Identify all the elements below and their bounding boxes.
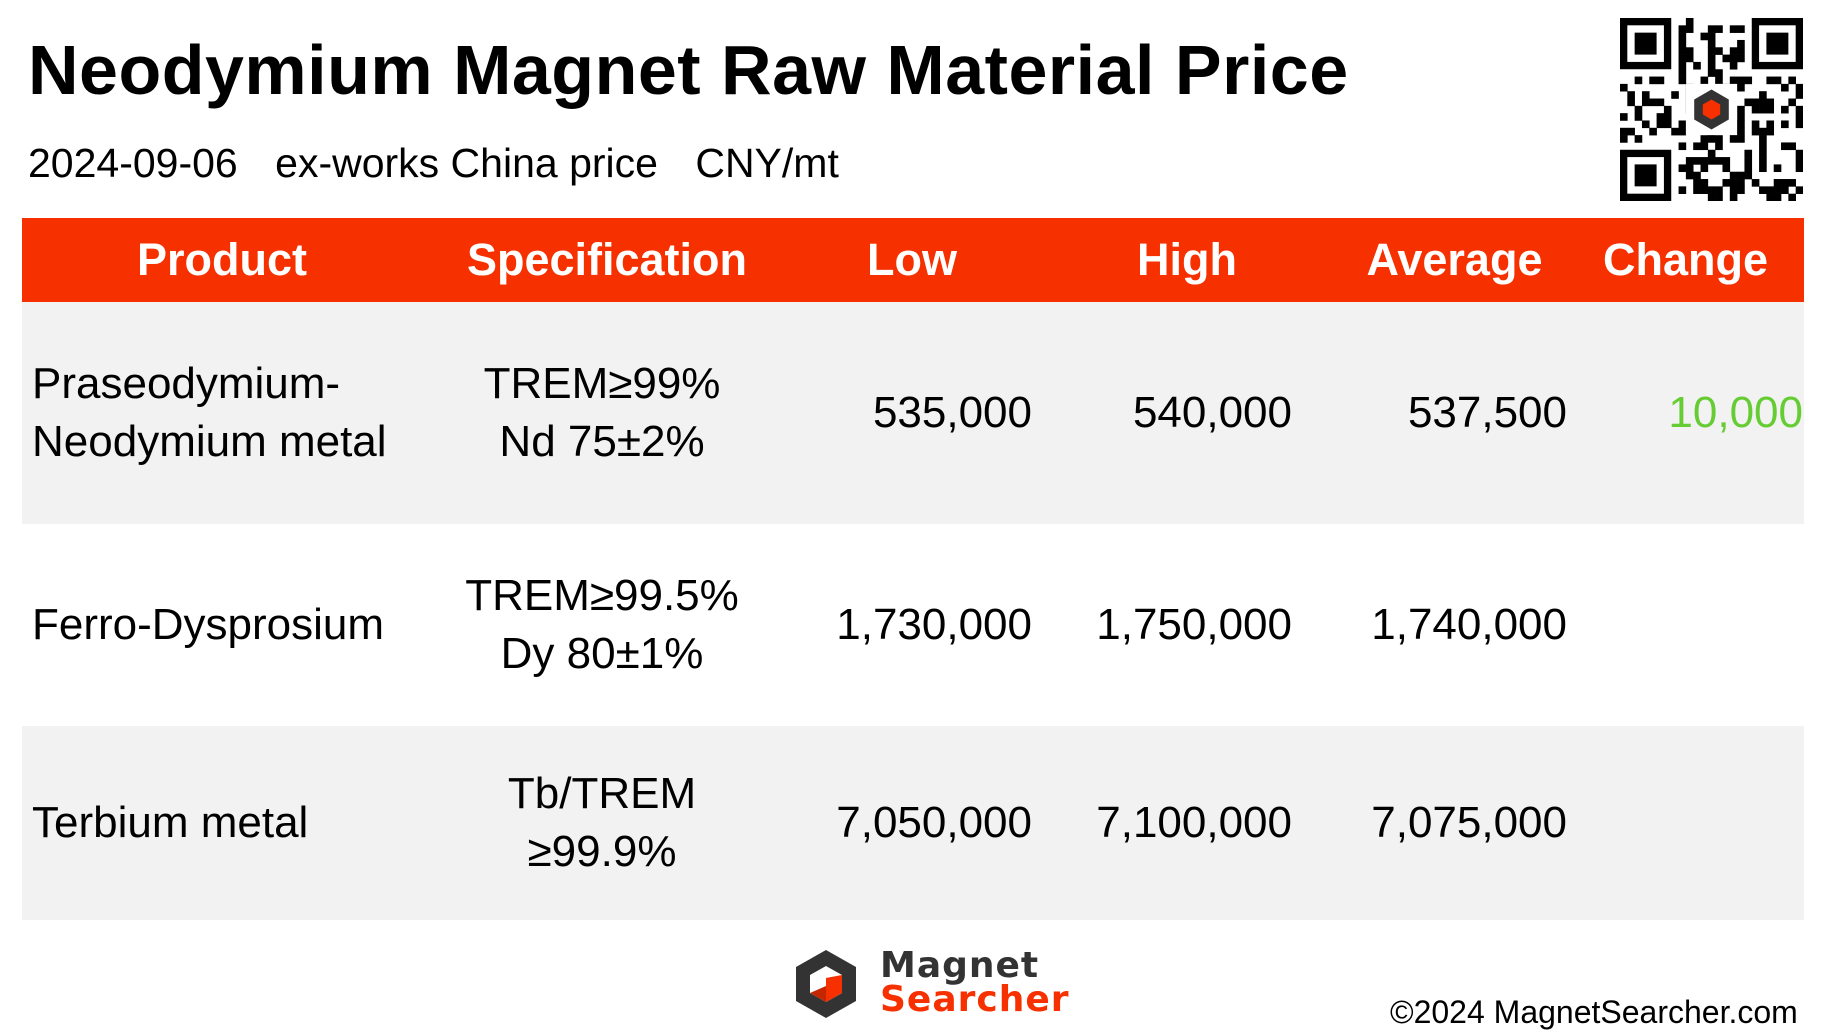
- average-price-cell: 1,740,000: [1371, 600, 1567, 649]
- spec-line: Dy 80±1%: [500, 629, 704, 678]
- spec-line: TREM≥99.5%: [465, 571, 739, 620]
- table-row: Praseodymium- Neodymium metal TREM≥99% N…: [22, 302, 1804, 524]
- spec-line: Tb/TREM: [507, 769, 697, 818]
- price-basis: ex-works China price: [275, 140, 658, 186]
- column-header-specification: Specification: [466, 234, 748, 285]
- column-header-high: High: [1137, 234, 1237, 285]
- price-date: 2024-09-06: [28, 140, 238, 186]
- magnet-searcher-logo-icon: [796, 950, 856, 1018]
- high-price-cell: 7,100,000: [1096, 798, 1292, 847]
- specification-cell: TREM≥99% Nd 75±2%: [412, 355, 792, 471]
- product-cell: Praseodymium- Neodymium metal: [22, 355, 412, 471]
- logo-text-searcher: Searcher: [880, 979, 1070, 1020]
- low-price-cell: 1,730,000: [836, 600, 1032, 649]
- page-subtitle: 2024-09-06 ex-works China price CNY/mt: [28, 138, 865, 188]
- price-table: Product Specification Low High Average C…: [22, 218, 1804, 920]
- price-unit: CNY/mt: [695, 140, 839, 186]
- column-header-average: Average: [1366, 234, 1543, 285]
- average-price-cell: 7,075,000: [1371, 798, 1567, 847]
- product-name-line: Neodymium metal: [32, 417, 387, 466]
- product-cell: Terbium metal: [22, 794, 412, 852]
- logo-text-magnet: Magnet: [880, 945, 1040, 986]
- high-price-cell: 540,000: [1132, 388, 1292, 437]
- qr-code: [1620, 18, 1803, 201]
- column-header-product: Product: [136, 234, 307, 285]
- table-row: Ferro-Dysprosium TREM≥99.5% Dy 80±1% 1,7…: [22, 524, 1804, 726]
- copyright-notice: ©2024 MagnetSearcher.com: [1390, 994, 1798, 1030]
- high-price-cell: 1,750,000: [1096, 600, 1292, 649]
- average-price-cell: 537,500: [1407, 388, 1567, 437]
- product-name-line: Praseodymium-: [32, 359, 341, 408]
- page-title: Neodymium Magnet Raw Material Price: [28, 31, 1349, 109]
- spec-line: ≥99.9%: [527, 827, 677, 876]
- spec-line: TREM≥99%: [483, 359, 721, 408]
- low-price-cell: 535,000: [872, 388, 1032, 437]
- table-row: Terbium metal Tb/TREM ≥99.9% 7,050,000 7…: [22, 726, 1804, 920]
- table-header: Product Specification Low High Average C…: [22, 218, 1804, 302]
- change-cell: 10,000: [1668, 388, 1803, 437]
- spec-line: Nd 75±2%: [499, 417, 705, 466]
- product-cell: Ferro-Dysprosium: [22, 596, 412, 654]
- low-price-cell: 7,050,000: [836, 798, 1032, 847]
- product-name-line: Terbium metal: [32, 798, 309, 847]
- product-name-line: Ferro-Dysprosium: [32, 600, 385, 649]
- column-header-low: Low: [867, 234, 957, 285]
- specification-cell: TREM≥99.5% Dy 80±1%: [412, 567, 792, 683]
- specification-cell: Tb/TREM ≥99.9%: [412, 765, 792, 881]
- column-header-change: Change: [1602, 234, 1768, 285]
